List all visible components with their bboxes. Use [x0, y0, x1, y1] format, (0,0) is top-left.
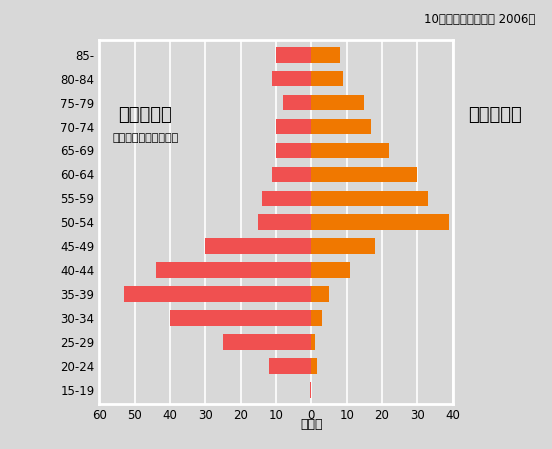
Text: 10万人あたりの人数 2006年: 10万人あたりの人数 2006年 — [424, 13, 535, 26]
Bar — [311, 334, 315, 350]
Bar — [311, 71, 343, 87]
Bar — [311, 215, 449, 230]
Bar — [223, 334, 311, 350]
Text: （歳）: （歳） — [300, 418, 322, 431]
Bar — [156, 262, 311, 278]
Bar — [258, 215, 311, 230]
Bar — [310, 382, 311, 397]
Bar — [269, 358, 311, 374]
Bar — [311, 167, 417, 182]
Bar — [311, 143, 389, 158]
Bar — [205, 238, 311, 254]
Bar — [311, 286, 329, 302]
Bar — [311, 190, 428, 206]
Bar — [170, 310, 311, 326]
Bar — [276, 119, 311, 134]
Text: 子宮体がん: 子宮体がん — [468, 106, 522, 123]
Text: （上皮内がんを含む）: （上皮内がんを含む） — [112, 133, 178, 144]
Bar — [311, 47, 339, 62]
Bar — [276, 47, 311, 62]
Bar — [124, 286, 311, 302]
Bar — [283, 95, 311, 110]
Bar — [311, 262, 350, 278]
Bar — [273, 71, 311, 87]
Bar — [311, 238, 375, 254]
Bar — [311, 358, 317, 374]
Bar — [311, 119, 371, 134]
Bar — [311, 310, 322, 326]
Bar — [311, 95, 364, 110]
Bar — [262, 190, 311, 206]
Bar — [273, 167, 311, 182]
Bar — [276, 143, 311, 158]
Text: 子宮頸がん: 子宮頸がん — [119, 106, 172, 123]
